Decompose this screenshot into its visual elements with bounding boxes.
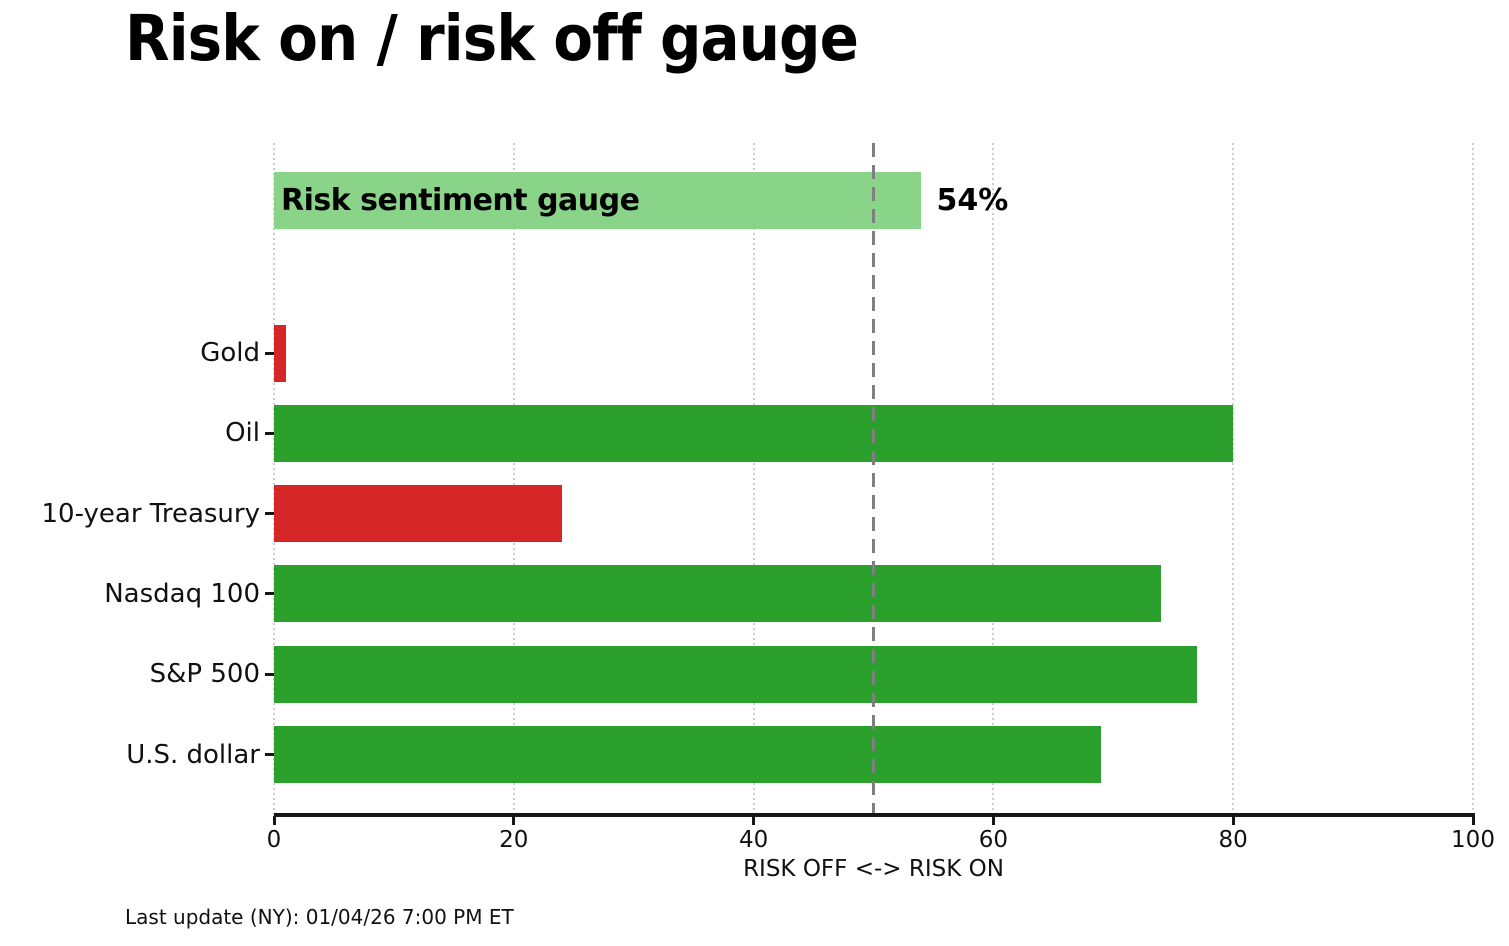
x-tick-label-100: 100 [1451,827,1495,853]
gridline-x-20 [512,143,515,815]
x-tick-label-0: 0 [266,827,282,853]
x-tick-label-80: 80 [1218,827,1248,853]
gauge-value-badge: 54% [936,183,1009,218]
y-label-nasdaq-100: Nasdaq 100 [104,578,260,609]
y-tick-2 [265,512,274,516]
bar-10-year-treasury [274,485,562,543]
risk-sentiment-gauge-bar: Risk sentiment gauge [274,172,922,229]
x-tick-label-40: 40 [738,827,769,853]
gridline-x-100 [1472,143,1474,815]
gauge-bar-label: Risk sentiment gauge [281,183,640,218]
bar-gold [274,324,286,382]
bar-oil [274,404,1234,462]
y-tick-3 [265,592,274,596]
x-tick-80 [1231,816,1235,825]
y-label-10-year-treasury: 10-year Treasury [41,498,261,529]
y-tick-0 [265,351,274,355]
last-update-note: Last update (NY): 01/04/26 7:00 PM ET [125,905,514,929]
y-label-u-s-dollar: U.S. dollar [126,739,260,770]
x-tick-60 [991,816,995,825]
y-label-s-p-500: S&P 500 [149,659,260,690]
y-tick-1 [265,431,274,435]
page-title: Risk on / risk off gauge [125,2,859,75]
bar-s-p-500 [274,645,1198,703]
x-tick-label-60: 60 [978,827,1009,853]
x-axis-spine [274,813,1475,817]
bar-nasdaq-100 [274,565,1162,623]
x-tick-0 [272,816,276,825]
x-tick-20 [512,816,516,825]
threshold-line-50 [872,143,875,813]
x-axis-label: RISK OFF <-> RISK ON [743,856,1004,882]
y-tick-5 [265,753,274,756]
gridline-x-0 [273,143,275,815]
gridline-x-40 [752,143,755,815]
gridline-x-60 [992,143,995,815]
bar-u-s-dollar [274,726,1102,783]
y-label-gold: Gold [200,338,260,368]
gridline-x-80 [1232,143,1235,815]
y-label-oil: Oil [225,418,260,449]
x-tick-100 [1471,816,1475,825]
x-tick-40 [752,816,756,825]
x-tick-label-20: 20 [499,827,529,853]
y-tick-4 [265,672,274,676]
